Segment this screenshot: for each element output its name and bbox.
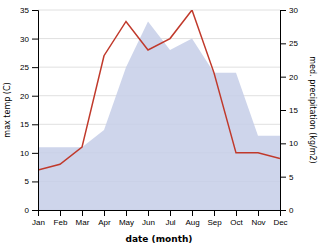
axis-line	[39, 211, 281, 217]
tick: Feb	[54, 210, 68, 227]
tick-mark	[280, 177, 286, 178]
chart: JanFebMarAprMayJunJulAugSepOctNovDec0510…	[0, 0, 318, 248]
area	[38, 21, 280, 210]
tick-label: 10	[20, 149, 29, 158]
tick-label: 25	[20, 63, 29, 72]
tick: 10	[20, 149, 38, 158]
tick-label: 5	[289, 173, 294, 182]
tick-label: 30	[289, 6, 298, 15]
tick-label: 0	[289, 206, 294, 215]
tick: 25	[280, 39, 298, 48]
tick-label: 20	[289, 73, 298, 82]
tick-mark	[60, 210, 61, 216]
tick-label: Feb	[54, 218, 68, 227]
y2-axis-title: med. precipitation (kg/m2)	[308, 56, 317, 163]
tick-mark	[236, 210, 237, 216]
tick-mark	[280, 210, 286, 211]
tick: Dec	[273, 210, 287, 227]
tick-mark	[32, 10, 38, 11]
tick-label: 0	[25, 206, 30, 215]
tick: 20	[20, 92, 38, 101]
line	[38, 10, 280, 170]
tick-label: 15	[289, 106, 298, 115]
tick: 10	[280, 139, 298, 148]
tick: 15	[280, 106, 298, 115]
tick: Mar	[76, 210, 90, 227]
tick-mark	[148, 210, 149, 216]
axis-line	[281, 11, 287, 211]
tick-label: Oct	[230, 218, 243, 227]
tick-mark	[32, 124, 38, 125]
tick-label: Jan	[32, 218, 45, 227]
tick-mark	[280, 143, 286, 144]
tick: 35	[20, 6, 38, 15]
tick: 0	[280, 206, 294, 215]
tick-mark	[170, 210, 171, 216]
tick-label: 20	[20, 92, 29, 101]
tick-mark	[82, 210, 83, 216]
tick: 5	[280, 173, 294, 182]
tick-mark	[32, 67, 38, 68]
tick-label: Jul	[165, 218, 175, 227]
tick: 20	[280, 73, 298, 82]
tick-mark	[214, 210, 215, 216]
tick: Jan	[32, 210, 45, 227]
tick-label: 30	[20, 35, 29, 44]
tick-mark	[32, 181, 38, 182]
tick: Nov	[251, 210, 265, 227]
tick-label: 25	[289, 39, 298, 48]
y-axis: 0 5 10 15 20 25 30 35	[20, 6, 38, 215]
y-axis-title: max temp (C)	[3, 82, 12, 137]
tick: 0	[25, 206, 38, 215]
tick-label: Apr	[98, 218, 111, 227]
tick-label: Jun	[142, 218, 155, 227]
tick: Sep	[207, 210, 222, 227]
tick: Oct	[230, 210, 243, 227]
x-axis: Jan Feb Mar Apr May Jun Jul Aug Sep Oct Nov Dec	[32, 210, 288, 227]
tick-label: 5	[25, 177, 30, 186]
tick-mark	[280, 10, 286, 11]
tick-mark	[258, 210, 259, 216]
marks	[38, 10, 280, 210]
tick-mark	[126, 210, 127, 216]
tick-label: 15	[20, 120, 29, 129]
tick-label: Mar	[76, 218, 90, 227]
tick-label: Dec	[273, 218, 287, 227]
tick-label: May	[119, 218, 134, 227]
axis-line	[32, 11, 39, 211]
y2-axis: 0 5 10 15 20 25 30	[280, 6, 298, 215]
tick: 15	[20, 120, 38, 129]
tick: 5	[25, 177, 38, 186]
tick-mark	[32, 96, 38, 97]
tick-mark	[280, 77, 286, 78]
grid	[38, 10, 280, 210]
tick-mark	[32, 210, 38, 211]
tick-label: 35	[20, 6, 29, 15]
tick-mark	[32, 39, 38, 40]
tick: Aug	[185, 210, 199, 227]
tick-mark	[280, 43, 286, 44]
tick: May	[119, 210, 134, 227]
tick-label: Sep	[207, 218, 222, 227]
tick: 25	[20, 63, 38, 72]
grid-line	[38, 10, 280, 11]
tick: Jun	[142, 210, 155, 227]
tick-mark	[192, 210, 193, 216]
tick: 30	[20, 35, 38, 44]
x-axis-title: date (month)	[126, 234, 193, 244]
tick-mark	[280, 110, 286, 111]
tick-label: 10	[289, 139, 298, 148]
plot: JanFebMarAprMayJunJulAugSepOctNovDec0510…	[20, 6, 298, 227]
tick-mark	[32, 153, 38, 154]
tick: Apr	[98, 210, 111, 227]
tick-mark	[104, 210, 105, 216]
tick: 30	[280, 6, 298, 15]
tick: Jul	[165, 210, 175, 227]
tick-label: Aug	[185, 218, 199, 227]
tick-label: Nov	[251, 218, 265, 227]
